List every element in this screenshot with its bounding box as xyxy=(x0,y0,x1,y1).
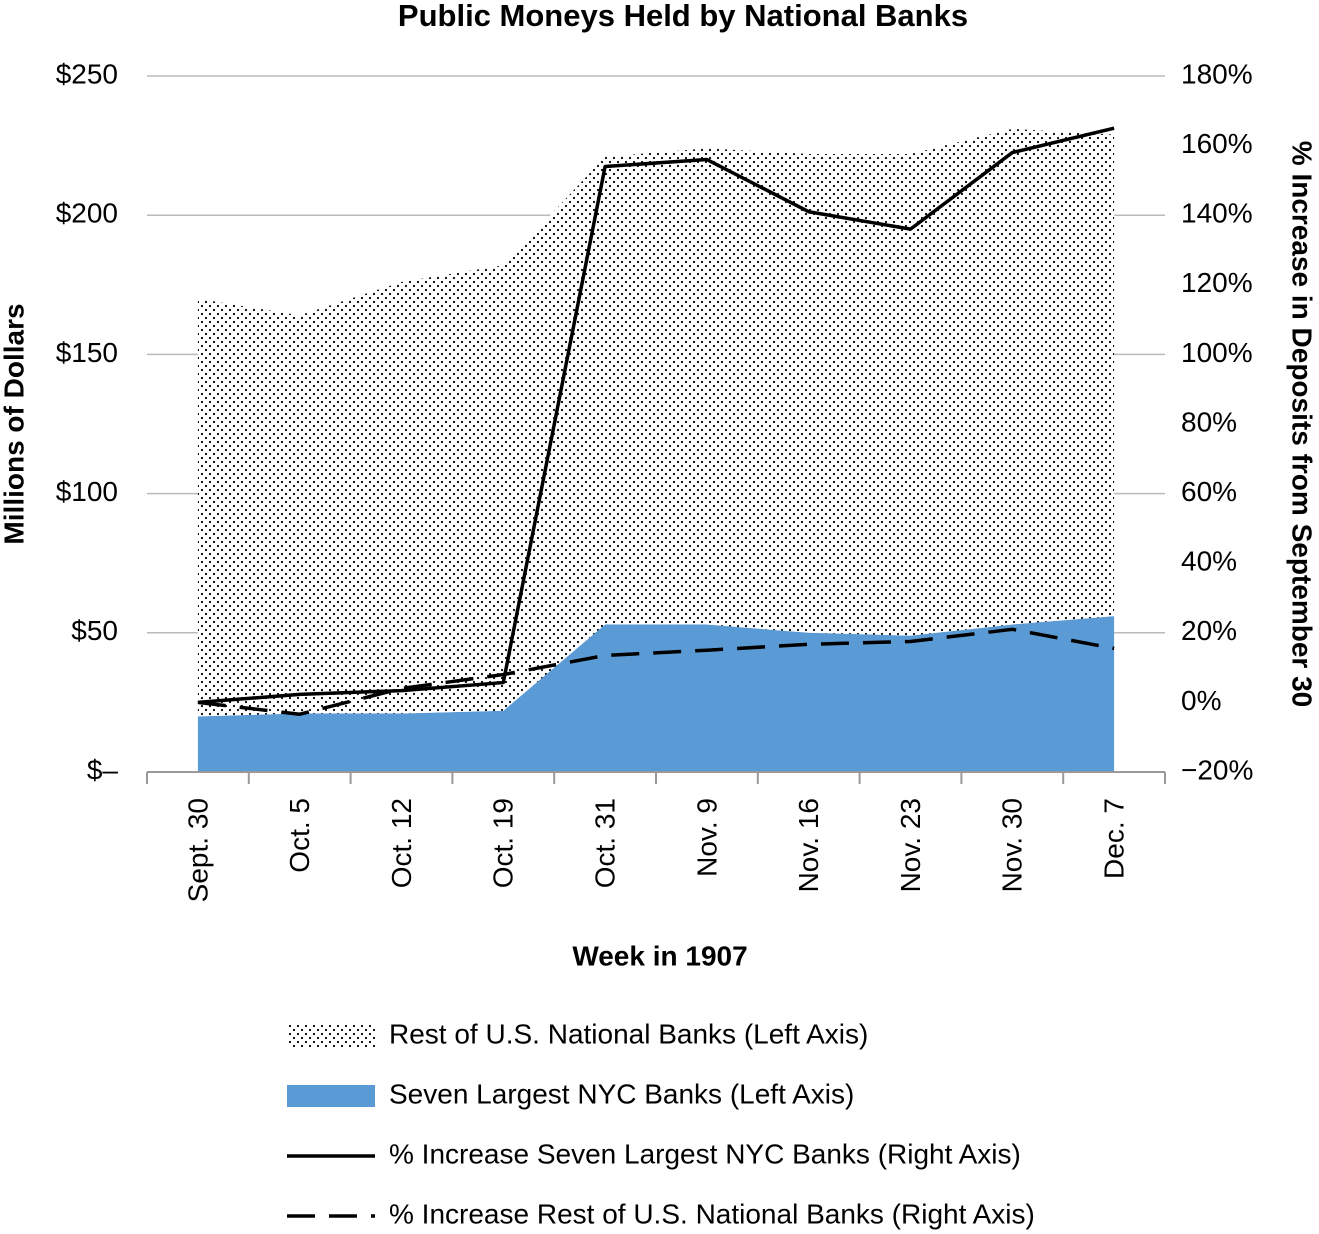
legend-label: Seven Largest NYC Banks (Left Axis) xyxy=(389,1078,854,1109)
y2-tick-label: 40% xyxy=(1181,546,1237,577)
line xyxy=(197,627,1115,716)
area xyxy=(197,128,1115,717)
y2-tick-label: 80% xyxy=(1181,406,1237,437)
legend-label: Rest of U.S. National Banks (Left Axis) xyxy=(389,1018,868,1049)
y2-tick-label: 100% xyxy=(1181,337,1253,368)
x-tick-label: Nov. 30 xyxy=(997,798,1028,892)
chart-title: Public Moneys Held by National Banks xyxy=(398,0,968,33)
x-tick-label: Oct. 19 xyxy=(488,798,519,888)
y-tick-label: $100 xyxy=(56,476,118,507)
y2-tick-label: 180% xyxy=(1181,58,1253,89)
y2-tick-label: 20% xyxy=(1181,615,1237,646)
x-tick-label: Nov. 16 xyxy=(793,798,824,892)
y2-tick-label: 120% xyxy=(1181,267,1253,298)
legend-label: % Increase Rest of U.S. National Banks (… xyxy=(389,1198,1035,1229)
x-tick-label: Dec. 7 xyxy=(1098,798,1129,879)
y2-tick-label: 60% xyxy=(1181,476,1237,507)
x-tick-label: Oct. 31 xyxy=(589,798,620,888)
y-tick-label: $200 xyxy=(56,198,118,229)
legend-swatch xyxy=(287,1085,375,1107)
y2-tick-label: 140% xyxy=(1181,198,1253,229)
y-tick-label: $150 xyxy=(56,337,118,368)
x-tick-label: Nov. 23 xyxy=(895,798,926,892)
x-tick-label: Nov. 9 xyxy=(691,798,722,877)
legend-label: % Increase Seven Largest NYC Banks (Righ… xyxy=(389,1138,1021,1169)
area xyxy=(197,616,1115,772)
legend-swatch xyxy=(287,1025,375,1047)
y2-tick-label: −20% xyxy=(1181,754,1253,785)
x-tick-label: Sept. 30 xyxy=(182,798,213,902)
y-axis-title: Millions of Dollars xyxy=(0,303,29,544)
y2-tick-label: 160% xyxy=(1181,128,1253,159)
line xyxy=(197,126,1115,705)
y-tick-label: $250 xyxy=(56,58,118,89)
x-tick-label: Oct. 5 xyxy=(284,798,315,873)
y-tick-label: $– xyxy=(87,754,119,785)
x-axis-title: Week in 1907 xyxy=(572,940,747,971)
y-tick-label: $50 xyxy=(71,615,118,646)
y2-axis-title: % Increase in Deposits from September 30 xyxy=(1287,141,1318,707)
x-tick-label: Oct. 12 xyxy=(386,798,417,888)
y2-tick-label: 0% xyxy=(1181,685,1221,716)
